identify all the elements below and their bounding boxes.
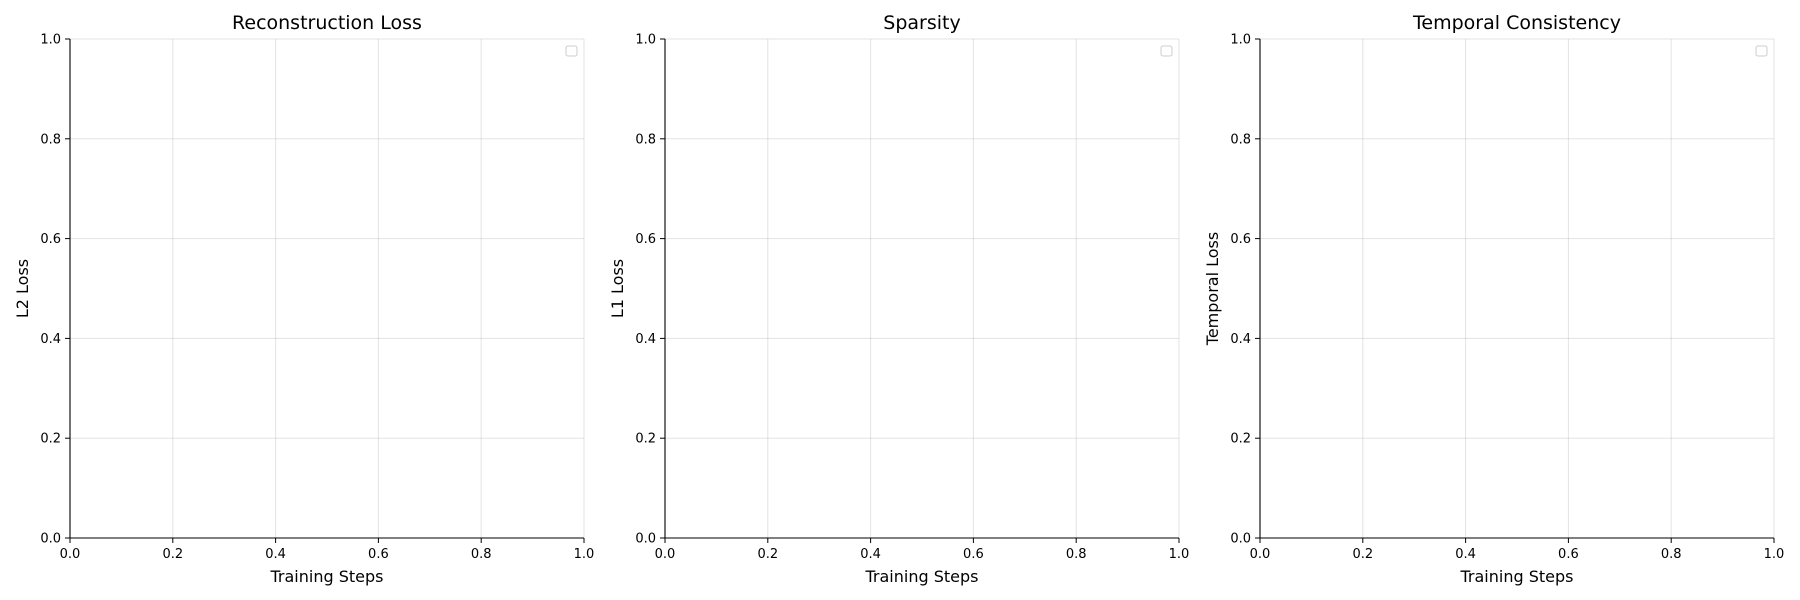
x-axis-label: Training Steps [865,567,979,586]
chart-title: Reconstruction Loss [232,12,422,34]
y-tick-label: 0.2 [1230,432,1251,447]
x-tick-label: 0.4 [860,547,881,562]
y-tick-label: 0.2 [635,432,656,447]
x-tick-label: 0.0 [60,547,81,562]
y-tick-label: 1.0 [635,33,656,48]
y-tick-label: 0.2 [40,432,61,447]
x-tick-label: 0.6 [963,547,984,562]
legend [1755,45,1768,57]
y-tick-label: 0.0 [635,532,656,547]
x-tick-label: 1.0 [1169,547,1190,562]
y-tick-label: 0.4 [635,332,656,347]
x-tick-label: 0.8 [1066,547,1087,562]
y-tick-label: 0.6 [40,232,61,247]
x-tick-label: 0.8 [1661,547,1682,562]
x-tick-label: 1.0 [574,547,595,562]
y-tick-label: 1.0 [40,33,61,48]
legend [565,45,578,57]
x-tick-label: 0.2 [1352,547,1373,562]
x-tick-label: 0.2 [757,547,778,562]
y-tick-label: 0.0 [1230,532,1251,547]
y-axis-label: L2 Loss [13,259,32,318]
x-tick-label: 0.0 [1250,547,1271,562]
y-tick-label: 0.4 [1230,332,1251,347]
y-tick-label: 1.0 [1230,33,1251,48]
legend [1160,45,1173,57]
y-axis-label: L1 Loss [608,259,627,318]
chart-panel-3: 0.0 0.2 0.4 0.6 0.8 1.0 0.0 0.2 0.4 0.6 0.8 1.0 Temp… [1203,12,1784,586]
y-tick-label: 0.8 [1230,132,1251,147]
y-tick-label: 0.0 [40,532,61,547]
x-tick-label: 1.0 [1764,547,1785,562]
x-tick-label: 0.0 [655,547,676,562]
chart-panel-1: 0.0 0.2 0.4 0.6 0.8 1.0 0.0 0.2 0.4 0.6 0.8 1.0 Reco… [13,12,594,586]
y-tick-label: 0.6 [635,232,656,247]
chart-panel-2: 0.0 0.2 0.4 0.6 0.8 1.0 0.0 0.2 0.4 0.6 0.8 1.0 Spar… [608,12,1189,586]
x-tick-label: 0.6 [1558,547,1579,562]
y-tick-label: 0.4 [40,332,61,347]
y-tick-label: 0.6 [1230,232,1251,247]
x-tick-label: 0.4 [1455,547,1476,562]
x-axis-label: Training Steps [1460,567,1574,586]
x-tick-label: 0.2 [162,547,183,562]
y-tick-label: 0.8 [40,132,61,147]
y-axis-label: Temporal Loss [1203,232,1222,346]
x-axis-label: Training Steps [270,567,384,586]
x-tick-label: 0.6 [368,547,389,562]
x-tick-label: 0.4 [265,547,286,562]
y-tick-label: 0.8 [635,132,656,147]
chart-title: Temporal Consistency [1412,12,1621,34]
x-tick-label: 0.8 [471,547,492,562]
chart-title: Sparsity [883,12,960,34]
